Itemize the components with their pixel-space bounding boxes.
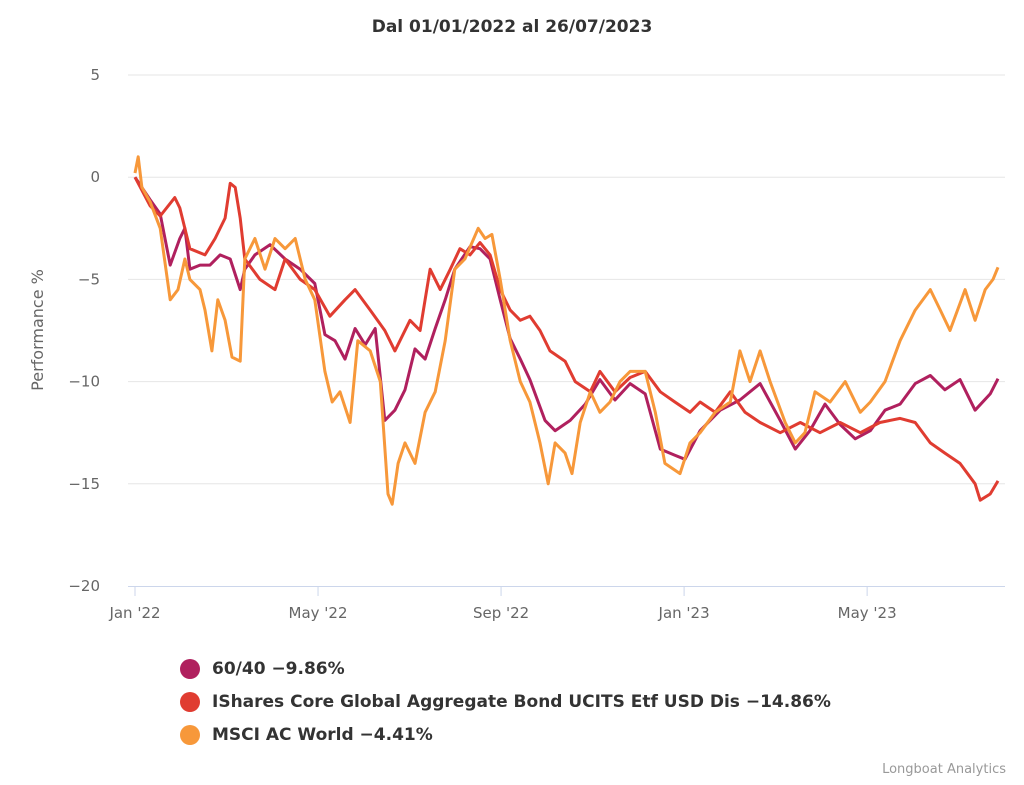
x-tick-label: May '23 [838,604,897,622]
legend-marker-icon [180,691,200,712]
series-line-2 [133,155,1000,506]
y-axis-label: Performance % [28,269,47,391]
chart-title: Dal 01/01/2022 al 26/07/2023 [372,17,653,37]
x-tick-label: Sep '22 [473,604,529,622]
series-line-1 [133,176,1000,502]
legend-label: IShares Core Global Aggregate Bond UCITS… [212,691,831,712]
legend-label: 60/40 −9.86% [212,658,345,679]
y-tick-label: −20 [68,577,100,595]
legend-item-ishares-bond[interactable]: IShares Core Global Aggregate Bond UCITS… [180,685,831,718]
legend-item-60-40[interactable]: 60/40 −9.86% [180,652,831,685]
legend: 60/40 −9.86% IShares Core Global Aggrega… [180,652,831,751]
y-tick-label: −10 [68,373,100,391]
y-tick-label: 0 [90,168,100,186]
y-tick-label: −5 [78,270,100,288]
y-tick-label: −15 [68,475,100,493]
legend-label: MSCI AC World −4.41% [212,724,433,745]
y-tick-label: 5 [90,66,100,84]
legend-marker-icon [180,658,200,679]
x-tick-label: Jan '22 [108,604,160,622]
x-tick-label: Jan '23 [658,604,710,622]
credits-link[interactable]: Longboat Analytics [882,762,1006,777]
legend-marker-icon [180,724,200,745]
x-tick-label: May '22 [289,604,348,622]
legend-item-msci-acwi[interactable]: MSCI AC World −4.41% [180,718,831,751]
series-line-0 [133,176,1000,461]
